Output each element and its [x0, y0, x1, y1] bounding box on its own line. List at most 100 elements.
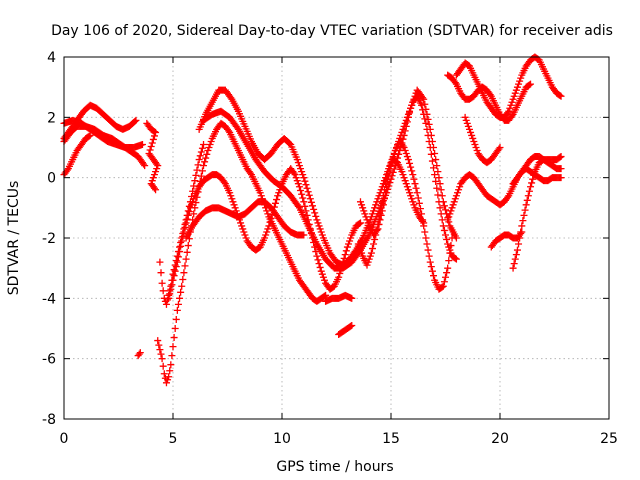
data-point	[372, 231, 380, 239]
data-point	[416, 205, 424, 213]
data-point	[182, 255, 190, 263]
data-point	[453, 189, 461, 197]
data-point	[198, 167, 206, 175]
data-point	[294, 180, 302, 188]
data-point	[445, 257, 453, 265]
data-point	[170, 334, 178, 342]
data-point	[347, 234, 355, 242]
data-point	[85, 132, 93, 140]
data-point	[448, 234, 456, 242]
data-point	[421, 100, 429, 108]
data-point	[440, 202, 448, 210]
data-point	[377, 204, 385, 212]
data-point	[471, 140, 479, 148]
data-point	[169, 276, 177, 284]
y-tick-label: -4	[42, 291, 56, 307]
data-point	[264, 225, 272, 233]
data-point	[171, 267, 179, 275]
data-point	[172, 315, 180, 323]
data-point	[519, 217, 527, 225]
data-point	[335, 273, 343, 281]
data-point	[197, 172, 205, 180]
chart-title: Day 106 of 2020, Sidereal Day-to-day VTE…	[51, 23, 613, 39]
data-point	[516, 77, 524, 85]
data-point	[402, 122, 410, 130]
data-point	[556, 91, 564, 99]
data-point	[468, 131, 476, 139]
data-point	[188, 201, 196, 209]
data-point	[472, 144, 480, 151]
data-marks	[60, 53, 565, 387]
data-point	[365, 255, 373, 263]
data-point	[363, 216, 371, 224]
data-point	[368, 245, 376, 253]
data-point	[173, 252, 181, 260]
data-point	[376, 216, 384, 224]
data-point	[418, 101, 426, 109]
data-point	[401, 147, 409, 155]
data-point	[299, 194, 307, 202]
data-point	[302, 181, 310, 189]
data-point	[443, 236, 451, 244]
data-point	[230, 201, 238, 209]
data-point	[557, 92, 565, 100]
data-point	[292, 174, 300, 182]
data-point	[557, 165, 565, 173]
series-track-23	[134, 349, 144, 360]
data-point	[311, 209, 319, 217]
data-point	[529, 175, 537, 183]
data-point	[527, 183, 535, 191]
data-point	[246, 169, 254, 177]
data-point	[442, 231, 449, 239]
data-point	[297, 186, 305, 194]
data-point	[523, 196, 531, 204]
data-point	[286, 139, 294, 147]
data-point	[263, 228, 271, 236]
data-point	[508, 112, 516, 120]
data-point	[470, 137, 478, 145]
data-point	[315, 222, 323, 230]
data-point	[166, 290, 174, 298]
data-point	[190, 182, 198, 190]
data-point	[363, 261, 371, 269]
data-point	[314, 256, 322, 264]
data-point	[179, 275, 187, 283]
axis-ticks: 0 5 10 15 20 25 -8 -6 -4 -2 0 2 4	[42, 50, 618, 447]
data-point	[467, 128, 475, 136]
data-point	[419, 217, 427, 225]
data-point	[442, 273, 449, 281]
x-tick-label: 0	[60, 431, 69, 447]
data-point	[297, 165, 305, 173]
data-point	[462, 116, 470, 124]
data-point	[380, 186, 388, 194]
data-point	[383, 175, 391, 183]
x-axis-label: GPS time / hours	[276, 459, 393, 475]
data-point	[421, 228, 429, 236]
data-point	[356, 219, 364, 227]
data-point	[238, 222, 246, 230]
data-point	[451, 79, 459, 87]
data-point	[403, 183, 411, 191]
data-point	[400, 144, 408, 151]
data-point	[356, 246, 364, 254]
data-point	[422, 234, 430, 242]
data-point	[343, 243, 351, 251]
data-point	[307, 198, 315, 206]
series-track-7	[154, 119, 330, 387]
data-point	[522, 201, 530, 209]
data-point	[439, 222, 447, 230]
data-point	[299, 171, 307, 179]
data-point	[403, 118, 411, 126]
data-point	[384, 170, 392, 178]
data-point	[197, 148, 205, 156]
data-point	[399, 171, 407, 179]
data-point	[433, 184, 441, 192]
data-point	[164, 296, 172, 304]
data-point	[200, 140, 208, 148]
data-point	[524, 192, 532, 200]
data-point	[157, 269, 165, 277]
data-point	[451, 254, 459, 262]
data-point	[371, 236, 379, 244]
data-point	[448, 204, 456, 212]
